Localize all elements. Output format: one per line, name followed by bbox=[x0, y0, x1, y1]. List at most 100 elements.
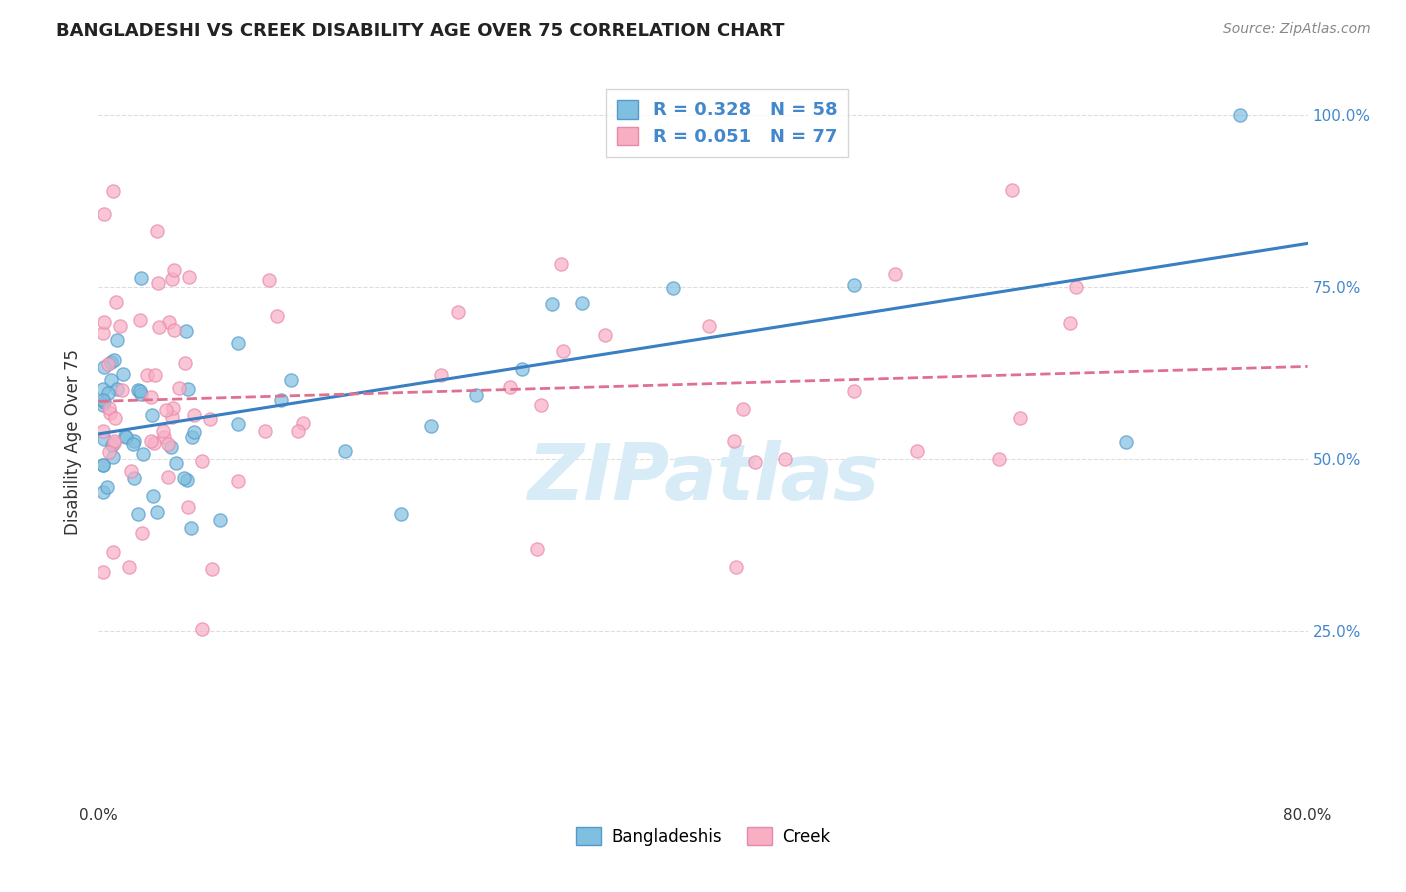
Point bbox=[176, 474, 198, 488]
Point bbox=[118, 560, 141, 574]
Point bbox=[280, 373, 302, 387]
Point bbox=[146, 505, 169, 519]
Point bbox=[103, 352, 125, 367]
Point bbox=[160, 272, 183, 286]
Point bbox=[91, 458, 114, 473]
Point bbox=[142, 490, 165, 504]
Point bbox=[93, 207, 115, 221]
Point bbox=[190, 454, 212, 468]
Point bbox=[593, 327, 616, 342]
Point bbox=[96, 480, 118, 494]
Point bbox=[550, 257, 572, 271]
Point bbox=[142, 436, 165, 450]
Point bbox=[93, 394, 115, 409]
Point bbox=[124, 471, 146, 485]
Point bbox=[157, 436, 180, 450]
Point bbox=[101, 545, 124, 559]
Point bbox=[91, 326, 114, 341]
Point bbox=[156, 470, 179, 484]
Point bbox=[180, 521, 202, 535]
Point bbox=[465, 388, 488, 402]
Point bbox=[744, 455, 766, 469]
Point bbox=[165, 456, 187, 470]
Point bbox=[91, 458, 114, 473]
Point bbox=[97, 358, 120, 372]
Point bbox=[157, 315, 180, 329]
Point bbox=[177, 270, 200, 285]
Point bbox=[1229, 108, 1251, 122]
Point bbox=[93, 316, 115, 330]
Point bbox=[842, 384, 865, 398]
Point bbox=[91, 565, 114, 579]
Point bbox=[114, 429, 136, 443]
Point bbox=[420, 418, 443, 433]
Point bbox=[100, 355, 122, 369]
Point bbox=[141, 409, 163, 423]
Legend: Bangladeshis, Creek: Bangladeshis, Creek bbox=[569, 821, 837, 852]
Point bbox=[844, 278, 866, 293]
Point bbox=[98, 445, 121, 459]
Point bbox=[1008, 411, 1031, 425]
Point bbox=[97, 386, 120, 401]
Point bbox=[270, 392, 292, 407]
Point bbox=[153, 430, 176, 444]
Point bbox=[254, 424, 277, 438]
Point bbox=[129, 312, 152, 326]
Point bbox=[183, 408, 205, 422]
Point bbox=[1059, 316, 1081, 330]
Point bbox=[141, 391, 163, 405]
Point bbox=[120, 464, 142, 478]
Point bbox=[104, 295, 127, 310]
Point bbox=[884, 267, 907, 281]
Point bbox=[526, 541, 548, 556]
Point bbox=[111, 383, 134, 397]
Point bbox=[174, 324, 197, 338]
Point bbox=[128, 384, 150, 398]
Point bbox=[988, 451, 1011, 466]
Point bbox=[100, 438, 122, 452]
Point bbox=[429, 368, 451, 383]
Point bbox=[1115, 434, 1137, 449]
Point bbox=[571, 296, 593, 310]
Point bbox=[122, 434, 145, 448]
Point bbox=[105, 382, 128, 396]
Point bbox=[101, 184, 124, 198]
Point bbox=[174, 356, 197, 370]
Point bbox=[131, 447, 153, 461]
Point bbox=[775, 451, 797, 466]
Point bbox=[101, 450, 124, 464]
Point bbox=[105, 333, 128, 347]
Point bbox=[733, 401, 755, 416]
Y-axis label: Disability Age Over 75: Disability Age Over 75 bbox=[65, 349, 83, 534]
Point bbox=[180, 430, 202, 444]
Point bbox=[697, 318, 720, 333]
Point bbox=[91, 398, 114, 412]
Point bbox=[1064, 279, 1087, 293]
Point bbox=[121, 437, 143, 451]
Point bbox=[530, 398, 553, 412]
Point bbox=[98, 406, 121, 420]
Point bbox=[499, 379, 522, 393]
Point bbox=[91, 383, 114, 397]
Text: BANGLADESHI VS CREEK DISABILITY AGE OVER 75 CORRELATION CHART: BANGLADESHI VS CREEK DISABILITY AGE OVER… bbox=[56, 22, 785, 40]
Point bbox=[91, 392, 114, 407]
Point bbox=[93, 360, 115, 375]
Point bbox=[389, 508, 412, 522]
Point bbox=[198, 412, 221, 426]
Point bbox=[167, 381, 190, 395]
Point bbox=[145, 368, 167, 382]
Point bbox=[115, 429, 138, 443]
Point bbox=[201, 562, 224, 576]
Point bbox=[266, 309, 288, 323]
Point bbox=[724, 560, 747, 574]
Point bbox=[160, 410, 183, 425]
Point bbox=[540, 296, 562, 310]
Point bbox=[103, 434, 125, 448]
Point bbox=[226, 417, 249, 431]
Point bbox=[208, 513, 231, 527]
Point bbox=[103, 436, 125, 450]
Point bbox=[93, 432, 115, 446]
Point bbox=[91, 424, 114, 438]
Point bbox=[100, 373, 122, 387]
Point bbox=[335, 444, 357, 458]
